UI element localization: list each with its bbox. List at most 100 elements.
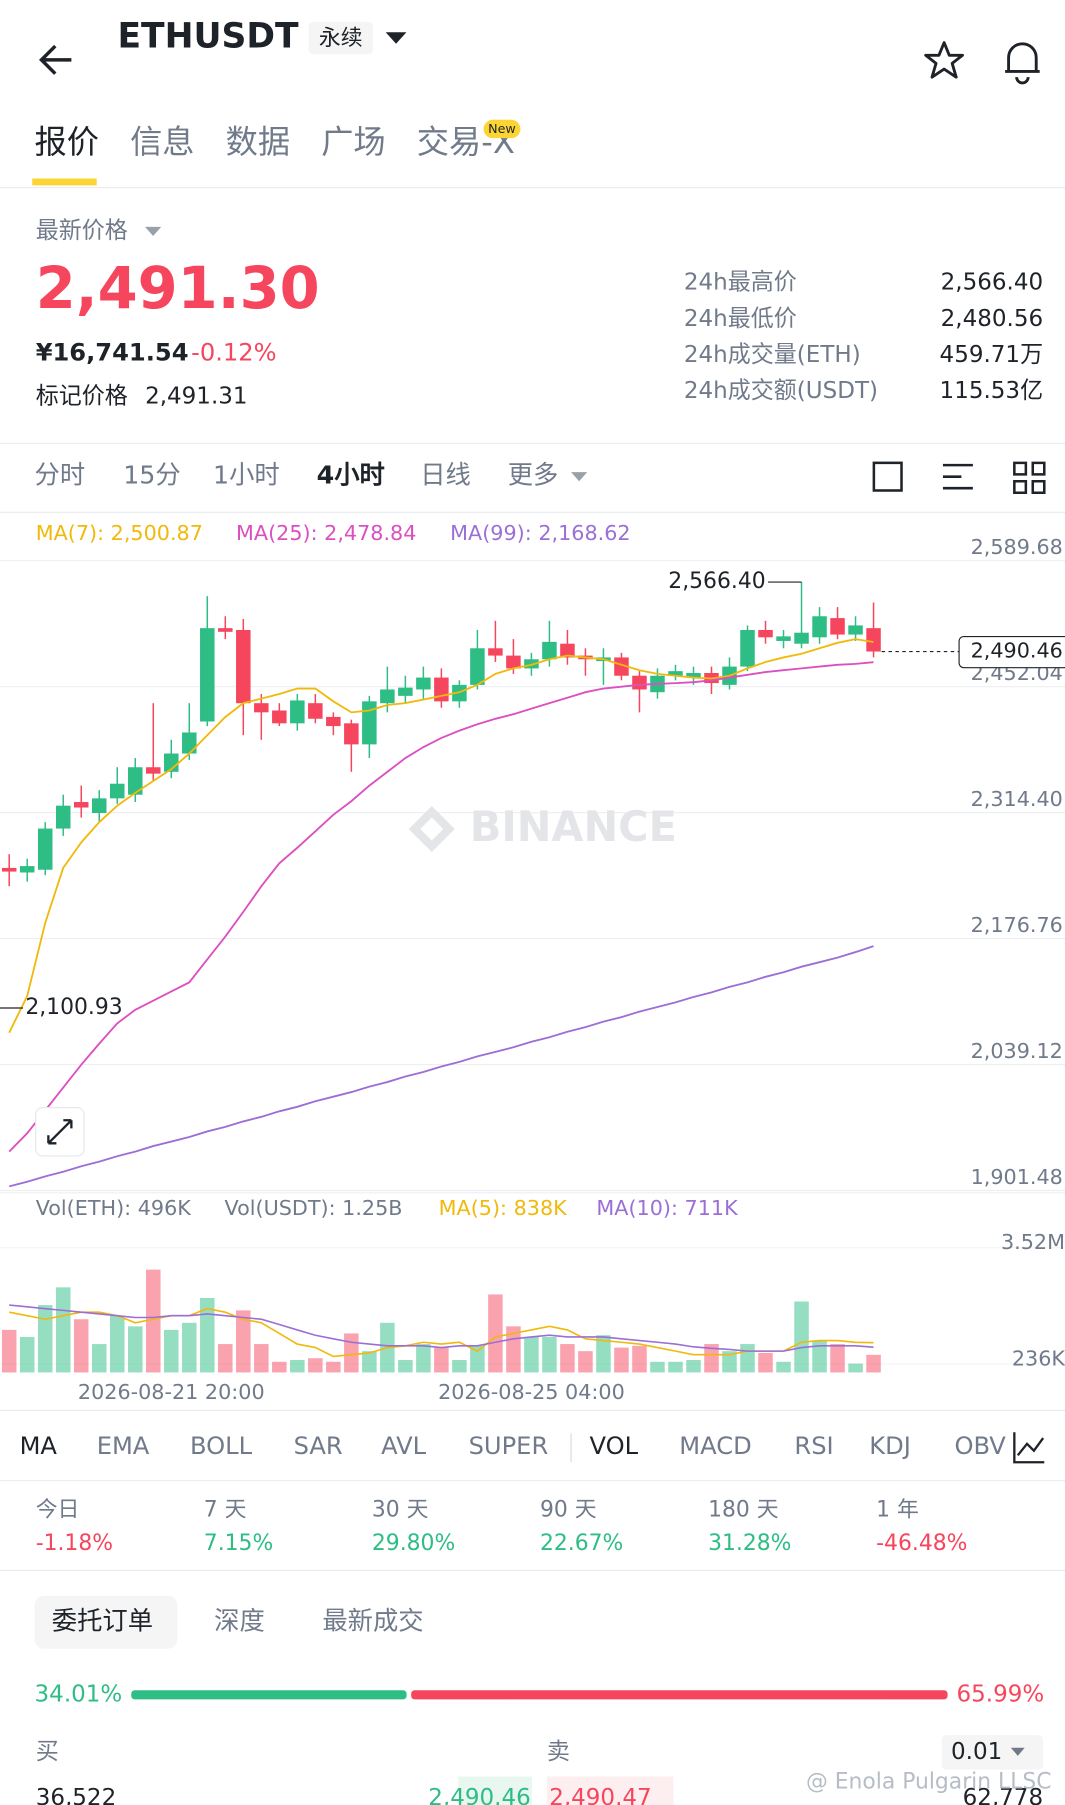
candle-body [200, 628, 215, 722]
interval[interactable]: 更多 [508, 460, 559, 490]
indicator-tab[interactable]: MA [20, 1432, 58, 1460]
indicator-tab[interactable]: KDJ [869, 1432, 911, 1460]
candle-body [506, 655, 521, 669]
alert-icon[interactable] [1005, 42, 1040, 85]
tool-icon[interactable] [1013, 461, 1046, 495]
tool-icon[interactable] [942, 463, 973, 490]
back-button[interactable] [39, 44, 72, 75]
period-label: 180 天 [708, 1498, 779, 1523]
order-tab[interactable]: 深度 [214, 1605, 265, 1635]
indicator-tab[interactable]: VOL [589, 1432, 638, 1460]
period-change: 22.67% [540, 1531, 623, 1556]
tab-underline [32, 178, 97, 186]
interval[interactable]: 分时 [35, 460, 86, 490]
contract-badge: 永续 [319, 26, 363, 51]
period-label: 90 天 [540, 1498, 597, 1523]
symbol-dropdown[interactable] [385, 32, 407, 44]
volume-bar [254, 1344, 269, 1373]
candle-body [218, 628, 233, 632]
period-label: 今日 [36, 1498, 80, 1523]
stat-value: 2,480.56 [941, 306, 1043, 332]
interval[interactable]: 1小时 [213, 460, 280, 490]
indicator-tab[interactable]: RSI [794, 1432, 833, 1460]
last-price: 2,491.30 [36, 255, 320, 322]
volume-bar [560, 1344, 575, 1373]
badge-bg [308, 21, 374, 55]
period-change: -1.18% [36, 1531, 113, 1556]
volume-bar [398, 1360, 413, 1373]
indicator-tab[interactable]: AVL [381, 1432, 427, 1460]
volume-bar [128, 1326, 143, 1373]
sell-ratio: 65.99% [957, 1681, 1045, 1707]
volume-bar [542, 1336, 557, 1373]
interval-bar: 分时 15分 1小时 4小时 日线 更多 [35, 460, 559, 490]
indicator-tab[interactable]: EMA [97, 1432, 150, 1460]
interval[interactable]: 15分 [123, 460, 181, 490]
candle-body [794, 632, 809, 644]
tab[interactable]: 广场 [321, 123, 385, 161]
more-dropdown[interactable] [571, 472, 588, 482]
tab[interactable]: 信息 [130, 123, 194, 161]
candle-body [614, 657, 629, 676]
candle-body [344, 723, 359, 745]
volume-bar [272, 1361, 287, 1373]
candle-body [326, 716, 341, 727]
candle-body [560, 643, 575, 658]
interval[interactable]: 日线 [420, 460, 471, 490]
volume-bar [434, 1347, 449, 1373]
order-tab[interactable]: 委托订单 [52, 1605, 153, 1635]
volume-bar [704, 1344, 719, 1373]
period-change: 7.15% [204, 1531, 273, 1556]
volume-bar [91, 1344, 107, 1373]
precision-dropdown [1010, 1747, 1025, 1756]
order-tab[interactable]: 最新成交 [322, 1605, 423, 1635]
volume-bar [470, 1345, 485, 1373]
candle-body [848, 625, 863, 635]
candle-body [776, 636, 791, 641]
candle-body [182, 732, 197, 754]
indicator-settings[interactable] [1013, 1432, 1045, 1464]
volume-bar [614, 1347, 629, 1373]
candle-body [380, 689, 395, 704]
low-marker: 2,100.93 [25, 995, 122, 1020]
bid-qty: 36,522 [36, 1785, 117, 1805]
volume-bar [848, 1363, 863, 1373]
stats-table: 24h最高价 2,566.40 24h最低价 2,480.56 24h成交量(ETH) 4… [684, 270, 1043, 404]
volume-bar [73, 1319, 89, 1373]
tab-pill [34, 1595, 178, 1649]
candle-body [686, 672, 701, 678]
period-change: 29.80% [372, 1531, 455, 1556]
price-dropdown[interactable] [145, 226, 162, 237]
indicator-tab[interactable]: BOLL [190, 1432, 253, 1460]
ma-line [8, 638, 874, 1034]
candle-body [164, 753, 179, 772]
candle-body [488, 648, 503, 656]
volume-bar [416, 1344, 431, 1373]
tab[interactable]: 报价 [35, 123, 99, 161]
candle-body [91, 798, 107, 814]
candle-body [812, 616, 827, 638]
stat-label: 24h最低价 [684, 306, 797, 332]
volume-bar [326, 1361, 341, 1373]
y-tick-label: 2,176.76 [971, 913, 1063, 937]
volume-bar [236, 1310, 251, 1373]
precision: 0.01 [951, 1739, 1002, 1765]
volume-bar [794, 1301, 809, 1373]
tool-icon[interactable] [872, 461, 903, 492]
indicator-tab[interactable]: SAR [294, 1432, 343, 1460]
y-tick-label: 1,901.48 [971, 1165, 1063, 1189]
ma-line [8, 945, 874, 1188]
indicator-tab[interactable]: MACD [679, 1432, 751, 1460]
interval[interactable]: 4小时 [317, 460, 385, 490]
indicator-tab[interactable]: OBV [954, 1432, 1006, 1460]
candle-body [19, 866, 35, 873]
indicator-tab[interactable]: SUPER [469, 1432, 549, 1460]
precision-box[interactable] [941, 1735, 1044, 1770]
favorite-icon[interactable] [924, 41, 964, 79]
volume-legend: Vol(USDT): 1.25B [225, 1196, 403, 1220]
volume-bar [488, 1294, 503, 1373]
volume-bar [812, 1340, 827, 1373]
tab[interactable]: 数据 [226, 123, 290, 161]
candle-body [398, 687, 413, 696]
